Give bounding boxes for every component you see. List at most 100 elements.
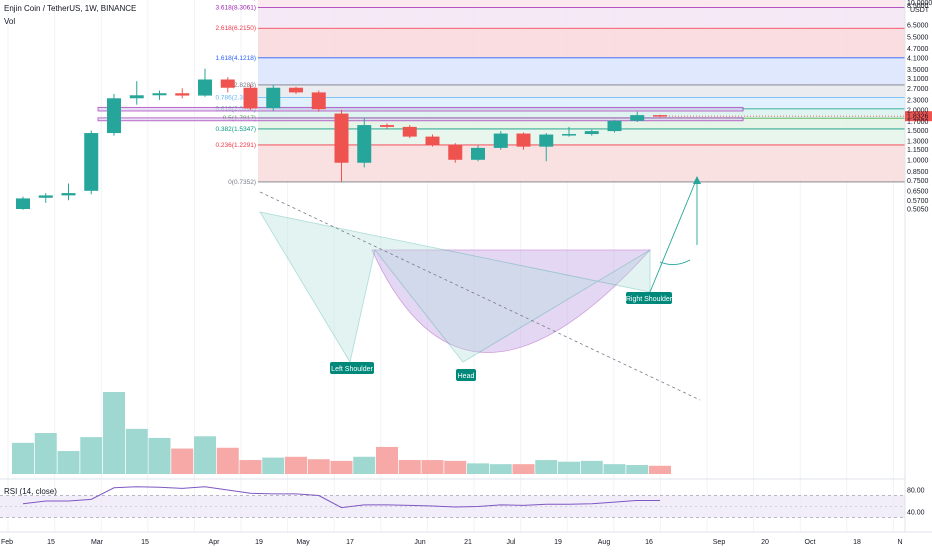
candle-body (562, 134, 576, 136)
price-axis-bg (905, 0, 932, 532)
fib-level-label: 0(0.7352) (228, 179, 256, 186)
time-tick-label: 21 (464, 539, 472, 546)
price-tick-label: 3.1000 (907, 76, 929, 83)
candle-body (539, 134, 554, 147)
fib-level-label: 3.618(8.3061) (216, 4, 256, 11)
candle-body (38, 195, 53, 198)
time-tick-label: 20 (761, 539, 769, 546)
time-tick-label: Aug (598, 539, 611, 546)
volume-bar (285, 456, 307, 474)
candle-body (402, 126, 417, 137)
price-tick-label: 1.0000 (907, 157, 929, 164)
price-tick-label: 6.5000 (907, 23, 929, 30)
price-axis-unit: USDT (910, 7, 930, 14)
fib-zone (258, 97, 905, 109)
volume-bar (262, 457, 285, 474)
symbol-title: Enjin Coin / TetherUS, 1W, BINANCE (4, 4, 137, 13)
time-tick-label: Sep (713, 539, 726, 546)
candle-body (334, 113, 349, 163)
fib-level-label: 1(2.8283) (228, 82, 256, 89)
time-tick-label: Apr (209, 539, 221, 546)
time-tick-label: Jul (507, 539, 516, 546)
volume-bar (489, 464, 512, 474)
cup-pattern-curve (371, 249, 651, 353)
price-tick-label: 3.5000 (907, 67, 929, 74)
volume-bar (148, 437, 171, 474)
last-price-badge (905, 111, 932, 122)
candle-body (630, 115, 645, 121)
time-tick-label: Oct (805, 539, 816, 546)
fib-zone (258, 7, 905, 29)
volume-bar (626, 464, 649, 474)
time-tick-label: Jun (414, 539, 425, 546)
price-tick-label: 1.5000 (907, 128, 929, 135)
candle-body (289, 87, 303, 93)
left-shoulder-label: Left Shoulder (331, 366, 373, 373)
candle-body (220, 79, 235, 88)
fib-zone (258, 28, 905, 58)
price-tick-label: 8.5000 (907, 3, 929, 10)
arrow-up-icon (693, 176, 701, 184)
price-tick-label: 5.5000 (907, 35, 929, 42)
candles (16, 68, 667, 210)
volume-bar (57, 451, 80, 474)
neckline-zone (97, 117, 744, 122)
fib-level-label: 0.236(1.2291) (216, 142, 256, 149)
fib-zone (258, 0, 905, 8)
price-tick-label: 1.7000 (907, 119, 929, 126)
volume-bar (353, 456, 376, 474)
time-tick-label: 15 (47, 539, 55, 546)
volume-bar (603, 464, 626, 474)
rsi-line (22, 486, 660, 509)
candle-body (243, 87, 258, 109)
time-tick-label: 19 (554, 539, 562, 546)
price-tick-label: 0.8500 (907, 169, 929, 176)
candle-body (16, 198, 30, 209)
volume-bar (171, 448, 194, 474)
projection-curve (659, 259, 691, 265)
candle-body (471, 147, 485, 160)
candle-body (448, 144, 463, 160)
volume-bar (398, 460, 421, 474)
volume-bar (80, 437, 103, 474)
time-tick-label: 18 (853, 539, 861, 546)
time-tick-label: 16 (645, 539, 653, 546)
right-shoulder-label-box (626, 292, 672, 304)
volume-bar (194, 436, 216, 474)
price-tick-label: 0.5050 (907, 206, 929, 213)
candle-body (129, 95, 144, 99)
time-tick-label: 17 (346, 539, 354, 546)
volume-bar (330, 460, 353, 474)
volume-bar (444, 460, 467, 474)
rsi-label: RSI (14, close) (4, 487, 57, 496)
volume-bar (216, 447, 239, 474)
price-tick-label: 2.0000 (907, 107, 929, 114)
volume-bar (34, 433, 57, 474)
candle-body (84, 133, 99, 191)
candle-body (380, 125, 394, 127)
fib-zone (258, 144, 905, 182)
time-tick-label: Feb (1, 539, 13, 546)
volume-label: Vol (4, 17, 16, 26)
volume-bar (239, 460, 262, 474)
fib-level-label: 1.618(4.1218) (216, 55, 256, 62)
price-tick-label: 2.7000 (907, 86, 929, 93)
fib-level-label: 0.382(1.5347) (216, 126, 256, 133)
candle-body (266, 87, 281, 109)
price-tick-label: 4.1000 (907, 56, 929, 63)
left-shoulder-label-box (330, 362, 374, 374)
neckline-zone (97, 106, 744, 112)
volume-bar (125, 428, 148, 474)
candle-body (607, 120, 622, 132)
rsi-tick-label: 80.00 (907, 488, 925, 495)
fib-zone (258, 57, 905, 85)
price-axis (904, 0, 932, 532)
volume-bar (103, 392, 125, 474)
volume-bar (12, 442, 34, 474)
candle-body (175, 93, 190, 96)
fib-level-label: 2.618(6.2150) (216, 25, 256, 32)
last-price-value: 1.8326 (907, 114, 929, 121)
price-axis-unit-value: 10.0000 (907, 0, 932, 7)
